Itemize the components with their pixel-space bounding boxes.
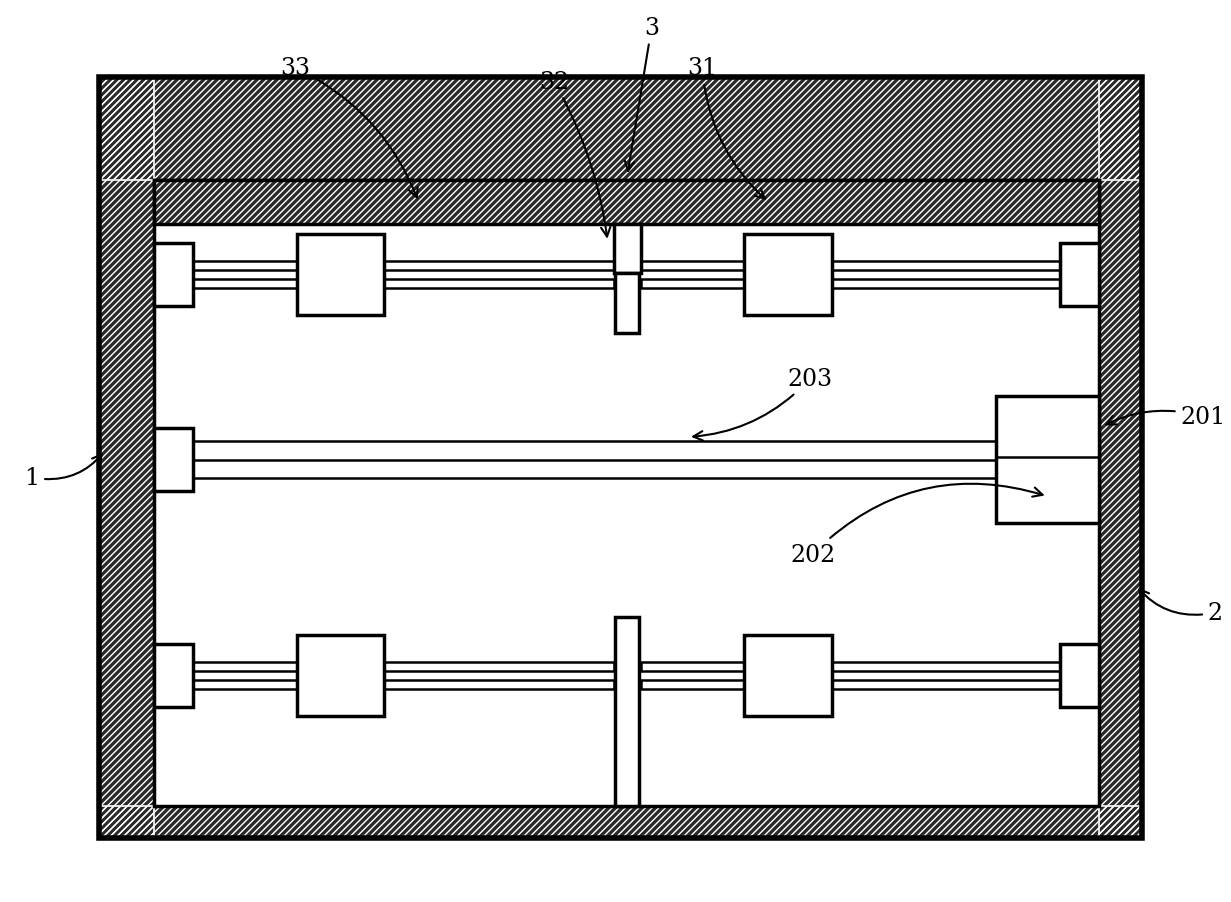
Text: 33: 33 xyxy=(281,58,417,198)
Bar xyxy=(154,244,193,307)
Bar xyxy=(616,274,639,334)
Bar xyxy=(640,662,745,671)
Bar xyxy=(193,281,297,290)
Bar xyxy=(832,281,1060,290)
Bar xyxy=(154,181,1099,225)
Bar xyxy=(98,78,1142,838)
Bar xyxy=(384,262,614,272)
Bar xyxy=(640,680,745,689)
Bar xyxy=(193,662,297,671)
Bar xyxy=(154,428,193,492)
Bar xyxy=(832,262,1060,272)
Bar xyxy=(384,680,614,689)
Text: 3: 3 xyxy=(625,17,659,171)
Bar xyxy=(1099,78,1142,838)
Bar xyxy=(614,225,640,274)
Bar xyxy=(996,397,1099,523)
Bar xyxy=(1060,244,1099,307)
Bar xyxy=(98,78,1142,181)
Bar xyxy=(98,78,154,838)
Bar xyxy=(297,235,384,316)
Bar xyxy=(745,635,832,716)
Bar xyxy=(154,181,1099,806)
Bar xyxy=(616,617,639,806)
Bar xyxy=(745,235,832,316)
Text: 201: 201 xyxy=(1107,406,1226,428)
Bar xyxy=(154,181,1099,225)
Bar xyxy=(98,78,154,838)
Text: 202: 202 xyxy=(790,484,1043,566)
Bar xyxy=(98,806,1142,838)
Bar xyxy=(193,262,297,272)
Bar xyxy=(193,680,297,689)
Bar xyxy=(1060,644,1099,707)
Bar xyxy=(1099,78,1142,838)
Bar xyxy=(98,806,1142,838)
Bar xyxy=(384,662,614,671)
Bar xyxy=(640,262,745,272)
Bar xyxy=(384,281,614,290)
Bar xyxy=(832,662,1060,671)
Bar xyxy=(297,635,384,716)
Bar xyxy=(154,644,193,707)
Bar xyxy=(98,78,1142,181)
Bar xyxy=(640,281,745,290)
Text: 32: 32 xyxy=(539,71,611,237)
Bar xyxy=(832,680,1060,689)
Text: 203: 203 xyxy=(693,368,832,441)
Text: 31: 31 xyxy=(687,58,764,199)
Bar xyxy=(154,181,1099,225)
Text: 2: 2 xyxy=(1139,590,1222,624)
Text: 1: 1 xyxy=(25,455,102,490)
